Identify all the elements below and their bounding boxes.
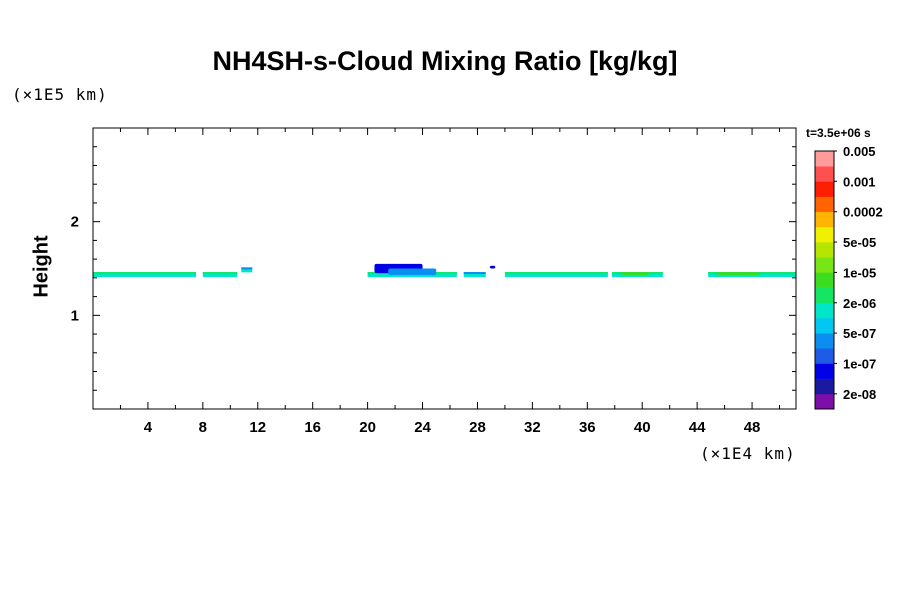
colorbar-swatch <box>815 211 834 228</box>
x-tick-label: 12 <box>249 419 266 436</box>
colorbar-swatch <box>815 348 834 364</box>
colorbar-label: 5e-07 <box>843 326 876 341</box>
colorbar-label: 1e-05 <box>843 265 876 280</box>
y-axis-unit: (×1E5 km) <box>12 85 108 104</box>
cloud-layer-segment <box>463 272 486 278</box>
colorbar-swatch <box>815 393 834 410</box>
colorbar-swatch <box>815 257 834 273</box>
x-tick-label: 44 <box>689 419 706 436</box>
cloud-layer-edge <box>93 272 196 275</box>
cloud-layer-segment <box>241 267 253 273</box>
colorbar-swatch <box>815 333 834 349</box>
cloud-cell <box>621 272 650 276</box>
cloud-cell <box>717 272 759 276</box>
colorbar-label: 1e-07 <box>843 356 876 371</box>
cloud-layer-segment <box>504 272 608 278</box>
time-label: t=3.5e+06 s <box>806 126 871 140</box>
x-tick-label: 4 <box>144 419 153 436</box>
y-tick-label: 1 <box>71 307 79 324</box>
colorbar-label: 2e-08 <box>843 387 876 402</box>
colorbar-frame <box>814 150 835 410</box>
colorbar-label: 5e-05 <box>843 235 876 250</box>
x-tick-label: 16 <box>304 419 321 436</box>
x-axis-unit: (×1E4 km) <box>700 444 796 463</box>
x-tick-label: 28 <box>469 419 486 436</box>
cloud-layer-edge <box>504 272 608 275</box>
x-tick-label: 32 <box>524 419 541 436</box>
colorbar-swatch <box>815 196 834 213</box>
cloud-cell <box>388 268 437 276</box>
plot-content <box>93 263 796 278</box>
colorbar-swatch <box>815 302 834 319</box>
colorbar-swatch <box>815 363 834 379</box>
colorbar-swatch <box>815 166 834 182</box>
x-tick-label: 24 <box>414 419 431 436</box>
y-tick-label: 2 <box>71 214 79 231</box>
colorbar-label: 0.005 <box>843 144 876 159</box>
colorbar-label: 0.001 <box>843 174 876 189</box>
colorbar-swatch <box>815 181 834 197</box>
plot-frame <box>92 127 797 410</box>
colorbar-swatch <box>815 242 834 258</box>
cloud-layer-segment <box>93 272 196 278</box>
colorbar-swatch <box>815 226 834 243</box>
colorbar-swatch <box>815 287 834 304</box>
x-tick-label: 8 <box>199 419 207 436</box>
x-tick-label: 48 <box>744 419 761 436</box>
colorbar-swatch <box>815 378 834 395</box>
colorbar-label: 0.0002 <box>843 205 883 220</box>
x-tick-label: 40 <box>634 419 651 436</box>
colorbar-swatch <box>815 317 834 334</box>
cloud-cell <box>489 265 496 269</box>
chart-title: NH4SH-s-Cloud Mixing Ratio [kg/kg] <box>212 46 678 76</box>
cloud-layer-segment <box>202 272 238 278</box>
cloud-layer-edge <box>463 272 486 275</box>
colorbar-swatch <box>815 151 834 167</box>
colorbar: 2e-08 1e-07 5e-07 2e-06 1e-05 5e-05 0.0002 0.00… <box>814 144 883 410</box>
colorbar-label: 2e-06 <box>843 296 876 311</box>
x-tick-label: 20 <box>359 419 376 436</box>
cloud-layer-edge <box>202 272 238 275</box>
x-tick-label: 36 <box>579 419 596 436</box>
cloud-layer-edge <box>241 267 253 270</box>
colorbar-swatch <box>815 272 834 288</box>
